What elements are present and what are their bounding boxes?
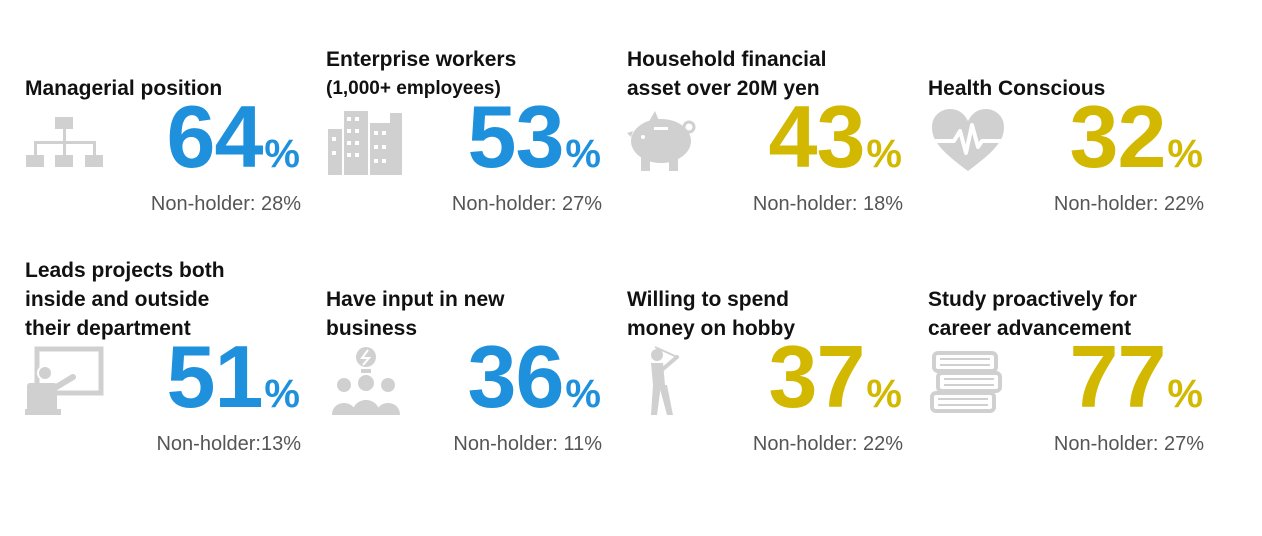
non-holder-note: Non-holder: 28% (150, 193, 301, 215)
stat-title: Household financial asset over 20M yen (627, 45, 827, 103)
stat-value: 64% (130, 93, 300, 181)
stat-value: 32% (1033, 93, 1203, 181)
stat-title: Health Conscious (928, 74, 1105, 103)
stat-number: 37 (768, 327, 866, 426)
stat-number: 53 (467, 87, 565, 186)
heart-pulse-icon (928, 103, 1008, 177)
stat-value: 37% (732, 333, 902, 421)
stat-value: 51% (130, 333, 300, 421)
stat-title-line: (1,000+ employees) (326, 78, 501, 99)
percent-sign: % (866, 372, 902, 416)
presentation-icon (25, 343, 105, 417)
stat-value: 43% (732, 93, 902, 181)
stat-title-line: money on hobby (627, 317, 795, 340)
stat-title: Have input in new business (326, 285, 505, 343)
stat-title: Study proactively for career advancement (928, 285, 1137, 343)
stat-card: Household financial asset over 20M yen 43… (627, 25, 917, 255)
non-holder-note: Non-holder: 11% (453, 433, 602, 455)
stat-title-line: Willing to spend (627, 288, 789, 311)
percent-sign: % (264, 372, 300, 416)
stat-number: 36 (467, 327, 565, 426)
stat-title-line: career advancement (928, 317, 1132, 340)
stat-title-line: Enterprise workers (326, 48, 517, 71)
stat-value: 77% (1033, 333, 1203, 421)
percent-sign: % (264, 132, 300, 176)
stat-card: Leads projects both inside and outside the… (25, 259, 315, 495)
buildings-icon (326, 103, 406, 177)
percent-sign: % (1167, 372, 1203, 416)
stat-title-line: Managerial position (25, 77, 223, 100)
stat-number: 51 (166, 327, 264, 426)
stat-title-line: business (326, 317, 418, 340)
stat-title-line: Health Conscious (928, 77, 1106, 100)
stat-card: Enterprise workers (1,000+ employees) 53%… (326, 25, 616, 255)
stat-value: 53% (431, 93, 601, 181)
piggy-bank-icon (627, 103, 707, 177)
stat-value: 36% (431, 333, 601, 421)
non-holder-note: Non-holder: 27% (451, 193, 602, 215)
stat-title-line: their department (25, 317, 191, 340)
percent-sign: % (1167, 132, 1203, 176)
golfer-icon (627, 343, 707, 417)
percent-sign: % (565, 372, 601, 416)
stat-title-line: asset over 20M yen (627, 77, 820, 100)
non-holder-note: Non-holder: 27% (1053, 433, 1204, 455)
percent-sign: % (866, 132, 902, 176)
non-holder-note: Non-holder: 18% (752, 193, 903, 215)
stat-title: Willing to spend money on hobby (627, 285, 795, 343)
stat-title-line: Leads projects both (25, 259, 225, 282)
stat-number: 77 (1069, 327, 1167, 426)
stat-card: Study proactively for career advancement … (928, 265, 1218, 495)
stat-number: 32 (1069, 87, 1167, 186)
stat-title-line: Household financial (627, 48, 827, 71)
stat-title-line: Study proactively for (928, 288, 1137, 311)
stat-title: Enterprise workers (1,000+ employees) (326, 45, 516, 103)
books-icon (928, 343, 1008, 417)
non-holder-note: Non-holder: 22% (1053, 193, 1204, 215)
stat-card: Willing to spend money on hobby 37% Non-ho… (627, 265, 917, 495)
stat-title: Leads projects both inside and outside the… (25, 256, 225, 343)
stat-number: 64 (166, 87, 264, 186)
stat-title-line: Have input in new (326, 288, 505, 311)
stat-number: 43 (768, 87, 866, 186)
stat-card: Health Conscious 32% Non-holder: 22% (928, 25, 1218, 255)
non-holder-note: Non-holder: 22% (752, 433, 903, 455)
team-idea-icon (326, 343, 406, 417)
stat-card: Have input in new business 36% Non-holder:… (326, 265, 616, 495)
stat-title: Managerial position (25, 74, 222, 103)
stat-title-line: inside and outside (25, 288, 210, 311)
stat-card: Managerial position 64% Non-holder: 28% (25, 25, 315, 255)
org-chart-icon (25, 103, 105, 177)
percent-sign: % (565, 132, 601, 176)
non-holder-note: Non-holder:13% (156, 433, 301, 455)
